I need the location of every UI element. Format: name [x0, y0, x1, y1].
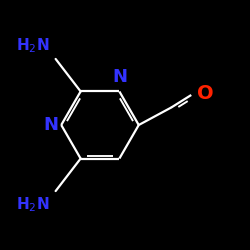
Text: H$_2$N: H$_2$N: [16, 195, 49, 214]
Text: N: N: [44, 116, 59, 134]
Text: H$_2$N: H$_2$N: [16, 36, 50, 55]
Text: O: O: [198, 84, 214, 103]
Text: N: N: [112, 68, 127, 86]
